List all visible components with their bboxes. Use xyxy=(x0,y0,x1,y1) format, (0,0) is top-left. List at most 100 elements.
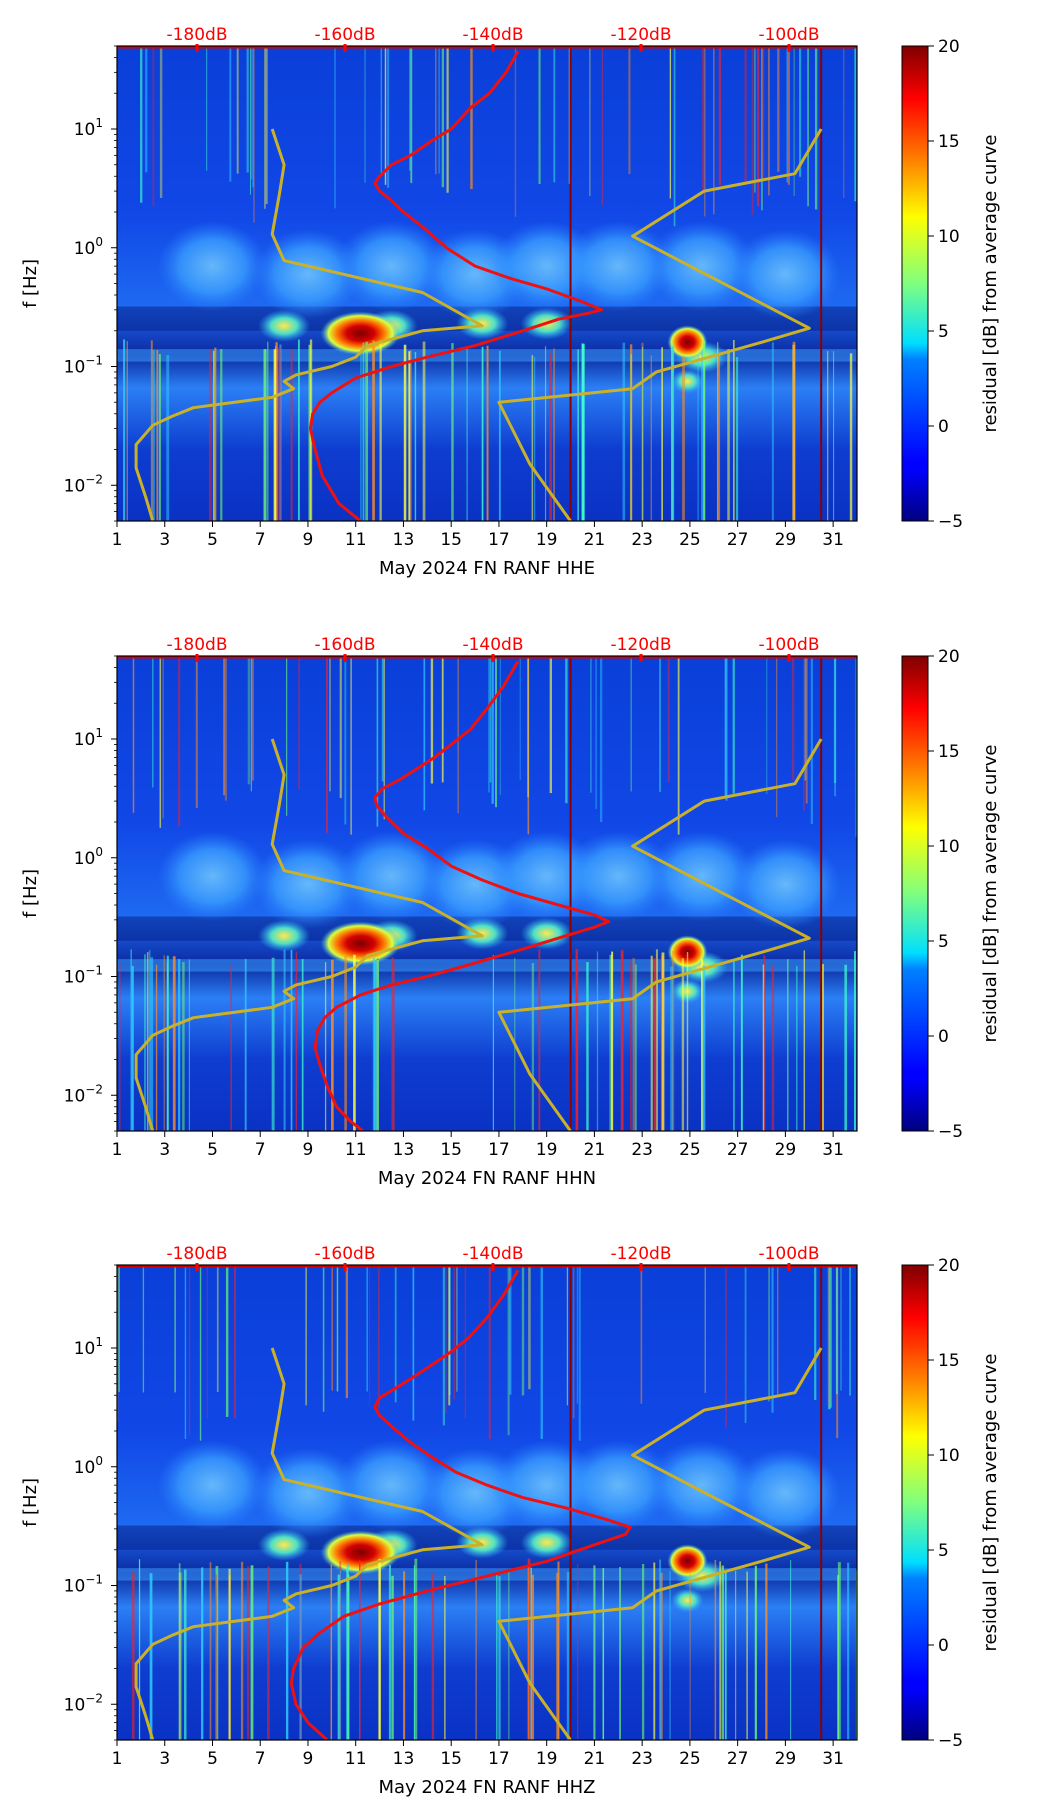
transient-streak xyxy=(359,1559,361,1740)
transient-streak xyxy=(719,1561,721,1740)
transient-streak xyxy=(593,1565,596,1740)
transient-streak xyxy=(531,963,535,1131)
colorbar-tick-label: 0 xyxy=(938,1027,949,1047)
transient-streak xyxy=(166,955,169,1131)
x-tick-label: 19 xyxy=(536,1749,558,1769)
hf-streak xyxy=(145,46,148,173)
transient-streak xyxy=(172,956,176,1131)
hf-streak xyxy=(438,46,440,174)
warm-spot xyxy=(258,309,311,342)
x-tick-label: 21 xyxy=(584,530,606,550)
x-tick-label: 21 xyxy=(584,1749,606,1769)
transient-streak xyxy=(531,355,534,521)
hf-streak xyxy=(834,656,836,797)
hf-streak xyxy=(184,1265,187,1439)
hf-streak xyxy=(264,46,266,209)
cool-blob xyxy=(646,221,757,312)
hf-streak xyxy=(572,1265,575,1419)
transient-streak xyxy=(330,1564,333,1740)
cool-blob xyxy=(646,831,757,922)
hf-streak xyxy=(250,46,253,180)
transient-streak xyxy=(240,1561,244,1740)
transient-streak xyxy=(508,1570,510,1740)
noise-model-line xyxy=(134,1347,484,1740)
db-scale-label: -120dB xyxy=(610,25,671,45)
hf-streak xyxy=(849,1265,851,1396)
hf-streak xyxy=(589,46,591,197)
transient-streak xyxy=(549,353,553,521)
transient-streak xyxy=(331,959,334,1131)
hf-streak xyxy=(423,656,426,811)
db-scale-label: -140dB xyxy=(462,635,523,655)
hf-streak xyxy=(236,46,239,174)
transient-streak xyxy=(661,347,663,521)
colorbar xyxy=(901,1264,929,1741)
hf-streak xyxy=(704,1265,706,1393)
hf-streak xyxy=(162,656,164,819)
hf-streak xyxy=(456,1265,458,1392)
noise-model-line xyxy=(497,738,823,1131)
db-scale-label: -160dB xyxy=(314,635,375,655)
transient-streak xyxy=(178,959,181,1131)
transient-streak xyxy=(178,1563,181,1740)
hf-streak xyxy=(659,656,662,792)
transient-streak xyxy=(391,1575,394,1740)
transient-streak xyxy=(701,352,703,521)
hf-streak xyxy=(178,656,181,827)
transient-streak xyxy=(344,956,347,1131)
hf-streak xyxy=(409,46,411,171)
x-tick-label: 17 xyxy=(488,530,510,550)
colorbar-tick-label: −5 xyxy=(938,1731,963,1751)
transient-streak xyxy=(660,1572,663,1740)
transient-streak xyxy=(650,355,652,521)
x-tick-label: 27 xyxy=(727,1140,749,1160)
transient-streak xyxy=(393,961,395,1131)
hf-streak xyxy=(766,656,768,794)
transient-streak xyxy=(577,1563,579,1740)
hf-streak xyxy=(599,656,603,823)
transient-streak xyxy=(158,354,161,521)
hf-streak xyxy=(667,656,670,783)
transient-streak xyxy=(821,964,824,1131)
hf-streak xyxy=(381,656,384,782)
heatmap-area xyxy=(117,656,857,1131)
transient-streak xyxy=(201,1567,204,1740)
hf-streak xyxy=(344,656,347,825)
hf-streak xyxy=(751,46,754,216)
x-tick-label: 3 xyxy=(159,530,170,550)
colorbar-tick-label: 5 xyxy=(938,322,949,342)
db-scale-label: -160dB xyxy=(314,25,375,45)
transient-streak xyxy=(701,959,704,1131)
transient-streak xyxy=(527,1565,530,1740)
hf-streak xyxy=(265,46,268,204)
x-tick-label: 21 xyxy=(584,1140,606,1160)
hf-streak xyxy=(223,656,226,796)
colorbar-tick-label: 15 xyxy=(938,742,960,762)
hf-streak xyxy=(441,46,445,188)
hf-streak xyxy=(756,46,760,207)
transient-streak xyxy=(130,949,132,1131)
hf-streak xyxy=(704,46,706,217)
transient-streak xyxy=(732,340,735,521)
y-tick-label: 101 xyxy=(74,1335,103,1359)
transient-streak xyxy=(378,1558,381,1740)
hf-streak xyxy=(538,46,541,184)
hf-streak xyxy=(457,656,459,814)
hf-streak xyxy=(453,1265,455,1400)
hf-streak xyxy=(364,46,366,183)
hf-streak xyxy=(132,656,135,813)
db-scale-label: -140dB xyxy=(462,25,523,45)
hf-streak xyxy=(640,1265,643,1404)
transient-streak xyxy=(765,1563,768,1740)
mean-psd-line xyxy=(308,50,604,521)
cool-blob xyxy=(730,229,841,320)
x-axis-label: May 2024 FN RANF HHE xyxy=(379,558,595,579)
y-tick-label: 100 xyxy=(74,845,103,869)
transient-streak xyxy=(630,961,632,1131)
noise-model-line xyxy=(134,738,484,1131)
transient-streak xyxy=(641,342,644,521)
transient-streak xyxy=(215,1566,219,1740)
transient-streak xyxy=(577,349,579,521)
hf-streak xyxy=(499,656,501,795)
transient-streak xyxy=(786,959,789,1131)
